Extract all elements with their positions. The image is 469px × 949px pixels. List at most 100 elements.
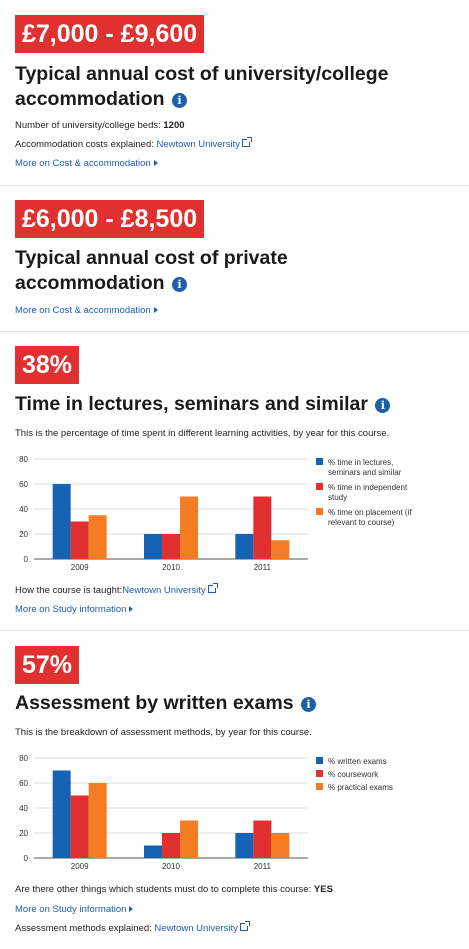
stat-badge: 38%	[15, 346, 80, 384]
legend-label: % coursework	[328, 770, 379, 779]
beds-value: 1200	[163, 120, 185, 131]
card-time-in-lectures: 38% Time in lectures, seminars and simil…	[0, 332, 469, 630]
bar-2011-2	[253, 820, 272, 858]
card-heading: Assessment by written exams i	[15, 691, 316, 716]
external-link-icon	[207, 583, 218, 593]
arrow-right-icon	[153, 160, 158, 166]
legend-label: % written exams	[328, 757, 387, 766]
card-heading: Typical annual cost of private accommoda…	[15, 246, 288, 296]
y-tick-label: 60	[19, 779, 28, 788]
y-tick-label: 80	[19, 455, 28, 464]
beds-row: Number of university/college beds: 1200	[15, 120, 185, 132]
x-tick-label: 2010	[162, 563, 180, 572]
more-cost-link[interactable]: More on Cost & accommodation	[15, 305, 158, 317]
heading-line-1: Typical annual cost of university/colleg…	[15, 63, 389, 85]
costs-row: Accommodation costs explained: Newtown U…	[15, 137, 252, 151]
more-cost-link-text[interactable]: More on Cost & accommodation	[15, 158, 151, 169]
more-study-link-text[interactable]: More on Study information	[15, 904, 127, 915]
bar-2009-1	[52, 770, 71, 858]
card-university-accommodation: £7,000 - £9,600 Typical annual cost of u…	[0, 0, 469, 184]
methods-link[interactable]: Newtown University	[154, 921, 250, 934]
taught-link[interactable]: Newtown University	[122, 583, 218, 596]
legend-swatch	[316, 508, 323, 515]
heading-text: Time in lectures, seminars and similar	[15, 393, 368, 415]
y-tick-label: 40	[19, 804, 28, 813]
bar-2011-3	[271, 833, 290, 858]
arrow-right-icon	[129, 606, 134, 612]
bar-2010-2	[162, 833, 180, 858]
divider	[0, 185, 469, 186]
methods-row: Assessment methods explained: Newtown Un…	[15, 921, 250, 935]
stat-badge: £6,000 - £8,500	[15, 200, 205, 238]
info-icon[interactable]: i	[171, 93, 187, 108]
bar-2011-3	[271, 540, 290, 559]
other-requirements-label: Are there other things which students mu…	[15, 884, 312, 895]
divider	[0, 630, 469, 631]
heading-line-2: accommodation	[15, 88, 165, 110]
y-tick-label: 20	[19, 829, 28, 838]
divider	[0, 331, 469, 332]
info-icon[interactable]: i	[300, 697, 316, 712]
costs-link[interactable]: Newtown University	[156, 137, 252, 150]
x-tick-label: 2011	[254, 862, 272, 871]
bar-2011-1	[235, 534, 254, 559]
y-tick-label: 40	[19, 505, 28, 514]
more-cost-link[interactable]: More on Cost & accommodation	[15, 158, 158, 170]
info-icon[interactable]: i	[375, 398, 391, 413]
chart-description: This is the breakdown of assessment meth…	[15, 727, 312, 738]
card-private-accommodation: £6,000 - £8,500 Typical annual cost of p…	[0, 186, 469, 331]
info-icon[interactable]: i	[171, 277, 187, 292]
arrow-right-icon	[129, 906, 134, 912]
legend-label: % time in independent	[328, 483, 408, 492]
costs-link-text[interactable]: Newtown University	[156, 139, 240, 150]
legend-label: seminars and similar	[328, 468, 402, 477]
beds-label: Number of university/college beds:	[15, 120, 161, 131]
bar-2010-3	[180, 496, 198, 559]
bar-2009-3	[88, 783, 107, 858]
card-assessment: 57% Assessment by written exams i This i…	[0, 631, 469, 949]
methods-link-text[interactable]: Newtown University	[154, 923, 238, 934]
legend-swatch	[316, 783, 323, 790]
stat-badge: £7,000 - £9,600	[15, 15, 205, 53]
card-heading: Typical annual cost of university/colleg…	[15, 62, 389, 112]
external-link-icon	[241, 137, 252, 147]
heading-line-1: Typical annual cost of private	[15, 247, 288, 269]
other-requirements-row: Are there other things which students mu…	[15, 884, 333, 896]
bar-2010-2	[162, 534, 180, 559]
taught-row: How the course is taught:Newtown Univers…	[15, 583, 218, 597]
taught-link-text[interactable]: Newtown University	[122, 585, 206, 596]
learning-activities-chart: 0 20 40 60 80 2009 2010 2011 % time in lectures,…	[19, 455, 412, 572]
legend-swatch	[316, 458, 323, 465]
y-tick-label: 20	[19, 530, 28, 539]
bar-2011-1	[235, 833, 254, 858]
legend-swatch	[316, 757, 323, 764]
bar-2009-2	[70, 521, 89, 559]
heading-line-2: accommodation	[15, 272, 165, 294]
taught-label: How the course is taught:	[15, 585, 123, 596]
more-study-link[interactable]: More on Study information	[15, 904, 134, 916]
bar-2010-1	[144, 534, 162, 559]
arrow-right-icon	[153, 307, 158, 313]
y-tick-label: 0	[24, 555, 29, 564]
chart-description: This is the percentage of time spent in …	[15, 428, 390, 439]
legend-swatch	[316, 483, 323, 490]
other-requirements-value: YES	[313, 884, 333, 895]
costs-label: Accommodation costs explained:	[15, 139, 154, 150]
y-tick-label: 60	[19, 480, 28, 489]
legend-swatch	[316, 770, 323, 777]
assessment-methods-chart: 0 20 40 60 80 2009 2010 2011 % written exams % co…	[19, 754, 393, 871]
more-study-link-text[interactable]: More on Study information	[15, 604, 127, 615]
x-tick-label: 2009	[71, 563, 89, 572]
x-tick-label: 2009	[71, 862, 89, 871]
y-tick-label: 0	[24, 854, 29, 863]
legend-label: study	[328, 493, 347, 502]
bar-2010-3	[180, 820, 198, 858]
methods-label: Assessment methods explained:	[15, 923, 152, 934]
more-study-link[interactable]: More on Study information	[15, 604, 134, 616]
bar-2009-3	[88, 515, 107, 559]
legend-label: relevant to course)	[328, 518, 395, 527]
bar-2011-2	[253, 496, 272, 559]
y-tick-label: 80	[19, 754, 28, 763]
heading-text: Assessment by written exams	[15, 692, 294, 714]
more-cost-link-text[interactable]: More on Cost & accommodation	[15, 305, 151, 316]
